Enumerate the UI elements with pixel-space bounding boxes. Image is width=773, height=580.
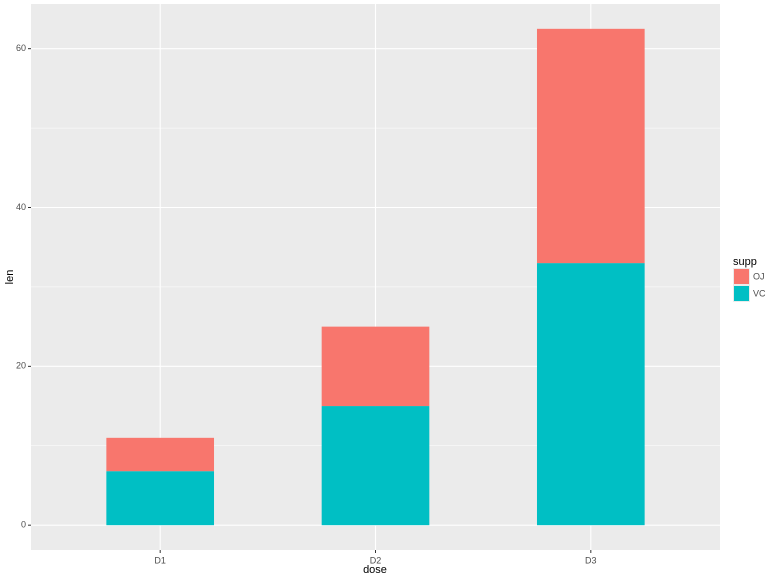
legend-label: VC (753, 288, 766, 298)
bar-segment (321, 326, 430, 407)
x-tick-label: D2 (370, 555, 382, 565)
bar-segment (106, 471, 215, 526)
legend-title: supp (733, 256, 757, 268)
legend-key (734, 286, 749, 301)
y-tick-label: 60 (16, 43, 26, 53)
legend-label: OJ (753, 271, 765, 281)
bar-segment (106, 437, 215, 472)
y-tick-label: 20 (16, 361, 26, 371)
bar-segment (536, 263, 645, 526)
y-tick-label: 0 (21, 520, 26, 530)
bar-segment (321, 406, 430, 526)
y-tick-label: 40 (16, 202, 26, 212)
bar-segment (536, 28, 645, 264)
x-axis-title: dose (363, 564, 387, 576)
y-axis-title: len (4, 270, 16, 285)
x-tick-label: D1 (154, 555, 166, 565)
x-tick-label: D3 (585, 555, 597, 565)
legend-key (734, 269, 749, 284)
